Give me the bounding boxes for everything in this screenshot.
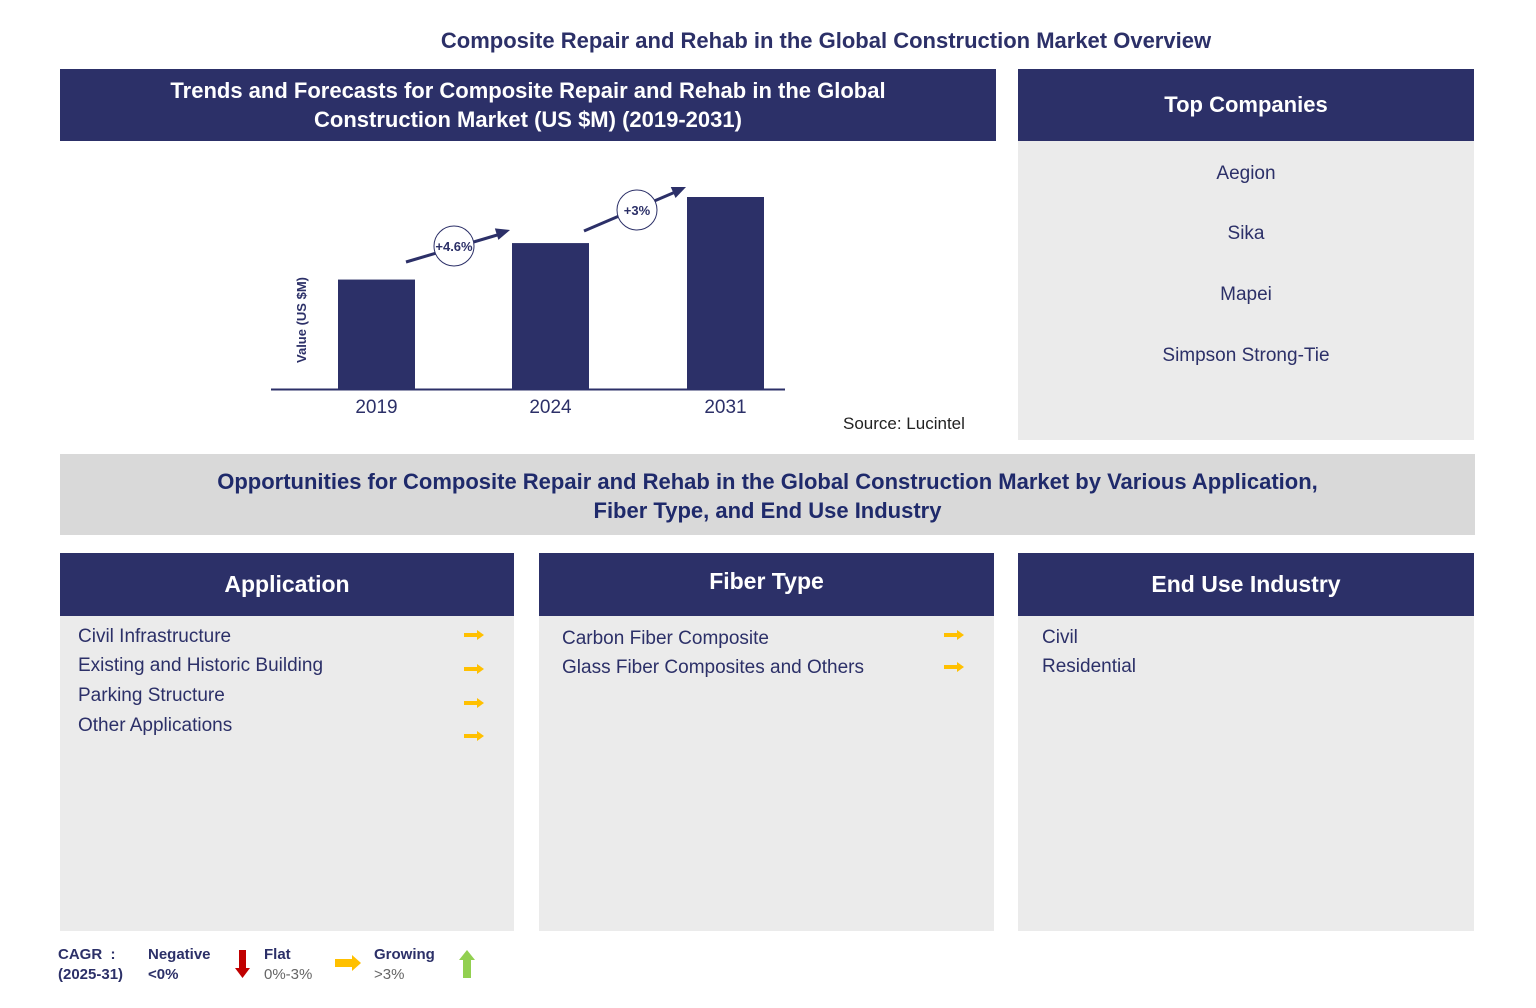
application-item: Other Applications: [78, 715, 233, 736]
cagr-circle: [433, 225, 475, 267]
y-axis-label: Value (US $M): [294, 277, 309, 363]
right-arrow-icon: [335, 955, 361, 971]
cagr-circle: [616, 189, 658, 231]
arrow-head-icon: [494, 228, 510, 240]
cagr-label: +4.6%: [435, 239, 473, 254]
flat-arrow-icon: [464, 731, 484, 741]
top-companies-header: Top Companies: [1018, 69, 1474, 141]
cagr-label: +3%: [624, 203, 651, 218]
application-item: Parking Structure: [78, 685, 225, 706]
company-item: Sika: [1227, 223, 1265, 244]
x-tick-label: 2024: [529, 397, 572, 418]
legend-growing-range: >3%: [374, 966, 405, 983]
legend-flat: Flat 0%-3%: [264, 945, 312, 985]
source-text: Source: Lucintel: [843, 414, 965, 433]
x-tick-label: 2019: [355, 397, 397, 418]
application-item: Existing and Historic Building: [78, 655, 324, 676]
legend-flat-label: Flat: [264, 946, 291, 963]
flat-arrow-icon: [464, 698, 484, 708]
trend-header: Trends and Forecasts for Composite Repai…: [60, 69, 996, 141]
legend-negative: Negative <0%: [148, 945, 211, 985]
legend-cagr-label: CAGR :: [58, 946, 116, 963]
legend-negative-range: <0%: [148, 966, 179, 983]
end-use-item: Civil: [1042, 627, 1078, 648]
flat-arrow-icon: [944, 630, 964, 640]
end-use-panel: Civil Residential: [1018, 616, 1474, 931]
x-tick-label: 2031: [704, 397, 746, 418]
company-item: Mapei: [1220, 284, 1272, 305]
legend-growing: Growing >3%: [374, 945, 435, 985]
company-item: Aegion: [1216, 163, 1276, 184]
arrow-head-icon: [670, 187, 686, 199]
application-item: Civil Infrastructure: [78, 626, 232, 647]
end-use-header: End Use Industry: [1018, 553, 1474, 616]
fiber-type-item: Glass Fiber Composites and Others: [562, 657, 865, 678]
legend-flat-range: 0%-3%: [264, 966, 313, 983]
fiber-type-item: Carbon Fiber Composite: [562, 628, 769, 649]
bar-2019: [338, 279, 415, 389]
bar-2024: [512, 243, 589, 389]
opportunities-header: Opportunities for Composite Repair and R…: [60, 454, 1475, 535]
flat-arrow-icon: [464, 664, 484, 674]
company-item: Simpson Strong-Tie: [1162, 345, 1330, 366]
down-arrow-icon: [235, 950, 250, 978]
legend-negative-label: Negative: [148, 946, 211, 963]
flat-arrow-icon: [944, 662, 964, 672]
application-panel: Civil Infrastructure Existing and Histor…: [60, 616, 514, 931]
legend-period: (2025-31): [58, 966, 124, 983]
bar-2031: [687, 197, 764, 389]
up-arrow-icon: [459, 950, 475, 978]
legend-growing-label: Growing: [374, 946, 435, 963]
companies-panel: Aegion Sika Mapei Simpson Strong-Tie: [1018, 141, 1474, 440]
flat-arrow-icon: [464, 630, 484, 640]
legend-cagr: CAGR : (2025-31): [58, 945, 123, 985]
end-use-item: Residential: [1042, 656, 1136, 677]
fiber-type-panel: Carbon Fiber Composite Glass Fiber Compo…: [539, 616, 994, 931]
application-header: Application: [60, 553, 514, 616]
page-title: Composite Repair and Rehab in the Global…: [440, 28, 1212, 53]
bar-chart: Value (US $M) 2019 2024 2031 +4.6% +3%: [271, 187, 785, 418]
fiber-type-header: Fiber Type: [539, 553, 994, 616]
